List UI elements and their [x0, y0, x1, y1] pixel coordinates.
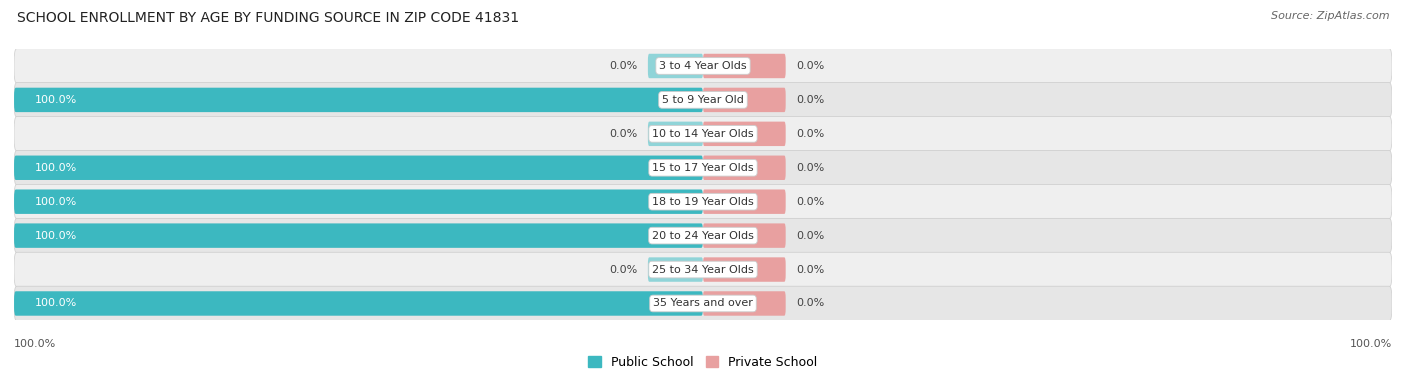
Legend: Public School, Private School: Public School, Private School — [583, 351, 823, 374]
Text: 0.0%: 0.0% — [796, 61, 824, 71]
Text: 25 to 34 Year Olds: 25 to 34 Year Olds — [652, 265, 754, 274]
Text: 18 to 19 Year Olds: 18 to 19 Year Olds — [652, 197, 754, 207]
Text: 0.0%: 0.0% — [796, 197, 824, 207]
FancyBboxPatch shape — [14, 83, 1392, 117]
FancyBboxPatch shape — [703, 224, 786, 248]
Text: 15 to 17 Year Olds: 15 to 17 Year Olds — [652, 163, 754, 173]
Text: 100.0%: 100.0% — [35, 197, 77, 207]
FancyBboxPatch shape — [703, 257, 786, 282]
Text: 0.0%: 0.0% — [796, 231, 824, 241]
Text: 5 to 9 Year Old: 5 to 9 Year Old — [662, 95, 744, 105]
FancyBboxPatch shape — [703, 190, 786, 214]
Text: 0.0%: 0.0% — [796, 299, 824, 308]
FancyBboxPatch shape — [14, 150, 1392, 185]
Text: Source: ZipAtlas.com: Source: ZipAtlas.com — [1271, 11, 1389, 21]
Text: 100.0%: 100.0% — [35, 299, 77, 308]
FancyBboxPatch shape — [14, 184, 1392, 219]
FancyBboxPatch shape — [703, 122, 786, 146]
FancyBboxPatch shape — [14, 116, 1392, 151]
FancyBboxPatch shape — [703, 291, 786, 316]
FancyBboxPatch shape — [14, 218, 1392, 253]
FancyBboxPatch shape — [14, 224, 703, 248]
Text: 100.0%: 100.0% — [1350, 339, 1392, 349]
Text: 0.0%: 0.0% — [796, 265, 824, 274]
FancyBboxPatch shape — [14, 88, 703, 112]
Text: 3 to 4 Year Olds: 3 to 4 Year Olds — [659, 61, 747, 71]
FancyBboxPatch shape — [14, 156, 703, 180]
Text: 0.0%: 0.0% — [796, 163, 824, 173]
Text: 0.0%: 0.0% — [796, 129, 824, 139]
FancyBboxPatch shape — [648, 122, 703, 146]
Text: 100.0%: 100.0% — [35, 231, 77, 241]
FancyBboxPatch shape — [14, 291, 703, 316]
FancyBboxPatch shape — [648, 257, 703, 282]
Text: 10 to 14 Year Olds: 10 to 14 Year Olds — [652, 129, 754, 139]
Text: 20 to 24 Year Olds: 20 to 24 Year Olds — [652, 231, 754, 241]
FancyBboxPatch shape — [14, 286, 1392, 321]
FancyBboxPatch shape — [14, 49, 1392, 83]
Text: 0.0%: 0.0% — [609, 265, 637, 274]
Text: SCHOOL ENROLLMENT BY AGE BY FUNDING SOURCE IN ZIP CODE 41831: SCHOOL ENROLLMENT BY AGE BY FUNDING SOUR… — [17, 11, 519, 25]
Text: 0.0%: 0.0% — [609, 61, 637, 71]
Text: 100.0%: 100.0% — [35, 163, 77, 173]
Text: 0.0%: 0.0% — [796, 95, 824, 105]
FancyBboxPatch shape — [703, 156, 786, 180]
Text: 100.0%: 100.0% — [35, 95, 77, 105]
Text: 100.0%: 100.0% — [14, 339, 56, 349]
FancyBboxPatch shape — [648, 54, 703, 78]
FancyBboxPatch shape — [703, 54, 786, 78]
Text: 35 Years and over: 35 Years and over — [652, 299, 754, 308]
FancyBboxPatch shape — [14, 252, 1392, 287]
FancyBboxPatch shape — [14, 190, 703, 214]
Text: 0.0%: 0.0% — [609, 129, 637, 139]
FancyBboxPatch shape — [703, 88, 786, 112]
